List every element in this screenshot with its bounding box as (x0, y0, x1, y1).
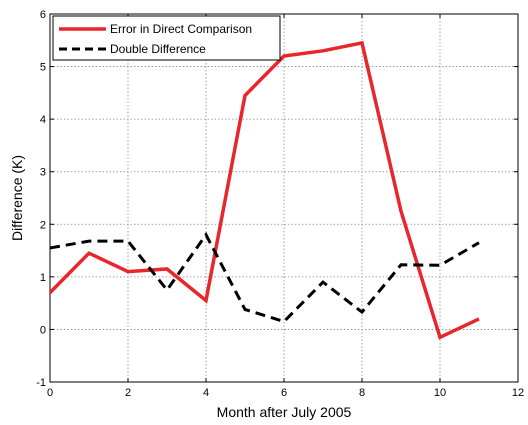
series-line-direct-comparison (48, 40, 480, 340)
y-tick-label: 6 (40, 9, 46, 21)
y-axis-label: Difference (K) (9, 155, 25, 241)
x-tick-label: 10 (434, 387, 446, 399)
x-tick-label: 4 (203, 387, 209, 399)
x-tick-labels: 0 2 4 6 8 10 12 (47, 387, 524, 399)
y-tick-label: -1 (36, 377, 46, 389)
y-tick-label: 1 (40, 272, 46, 284)
x-tick-label: 2 (125, 387, 131, 399)
x-tick-label: 6 (281, 387, 287, 399)
y-tick-labels: -1 0 1 2 3 4 5 6 (36, 9, 46, 389)
legend-label-direct-comparison: Error in Direct Comparison (110, 22, 252, 36)
legend-label-double-difference: Double Difference (110, 42, 206, 56)
x-axis-label: Month after July 2005 (217, 404, 352, 420)
legend: Error in Direct Comparison Double Differ… (52, 15, 281, 61)
y-tick-label: 3 (40, 167, 46, 179)
y-tick-label: 4 (40, 114, 46, 126)
y-tick-label: 5 (40, 62, 46, 74)
legend-box (52, 15, 281, 61)
x-tick-label: 8 (359, 387, 365, 399)
y-tick-label: 2 (40, 219, 46, 231)
series-lines (48, 40, 480, 340)
y-tick-label: 0 (40, 324, 46, 336)
series-line-double-difference (49, 231, 480, 324)
x-tick-label: 12 (512, 387, 524, 399)
x-tick-label: 0 (47, 387, 53, 399)
plot-area (49, 13, 519, 383)
grid-lines (50, 14, 518, 382)
